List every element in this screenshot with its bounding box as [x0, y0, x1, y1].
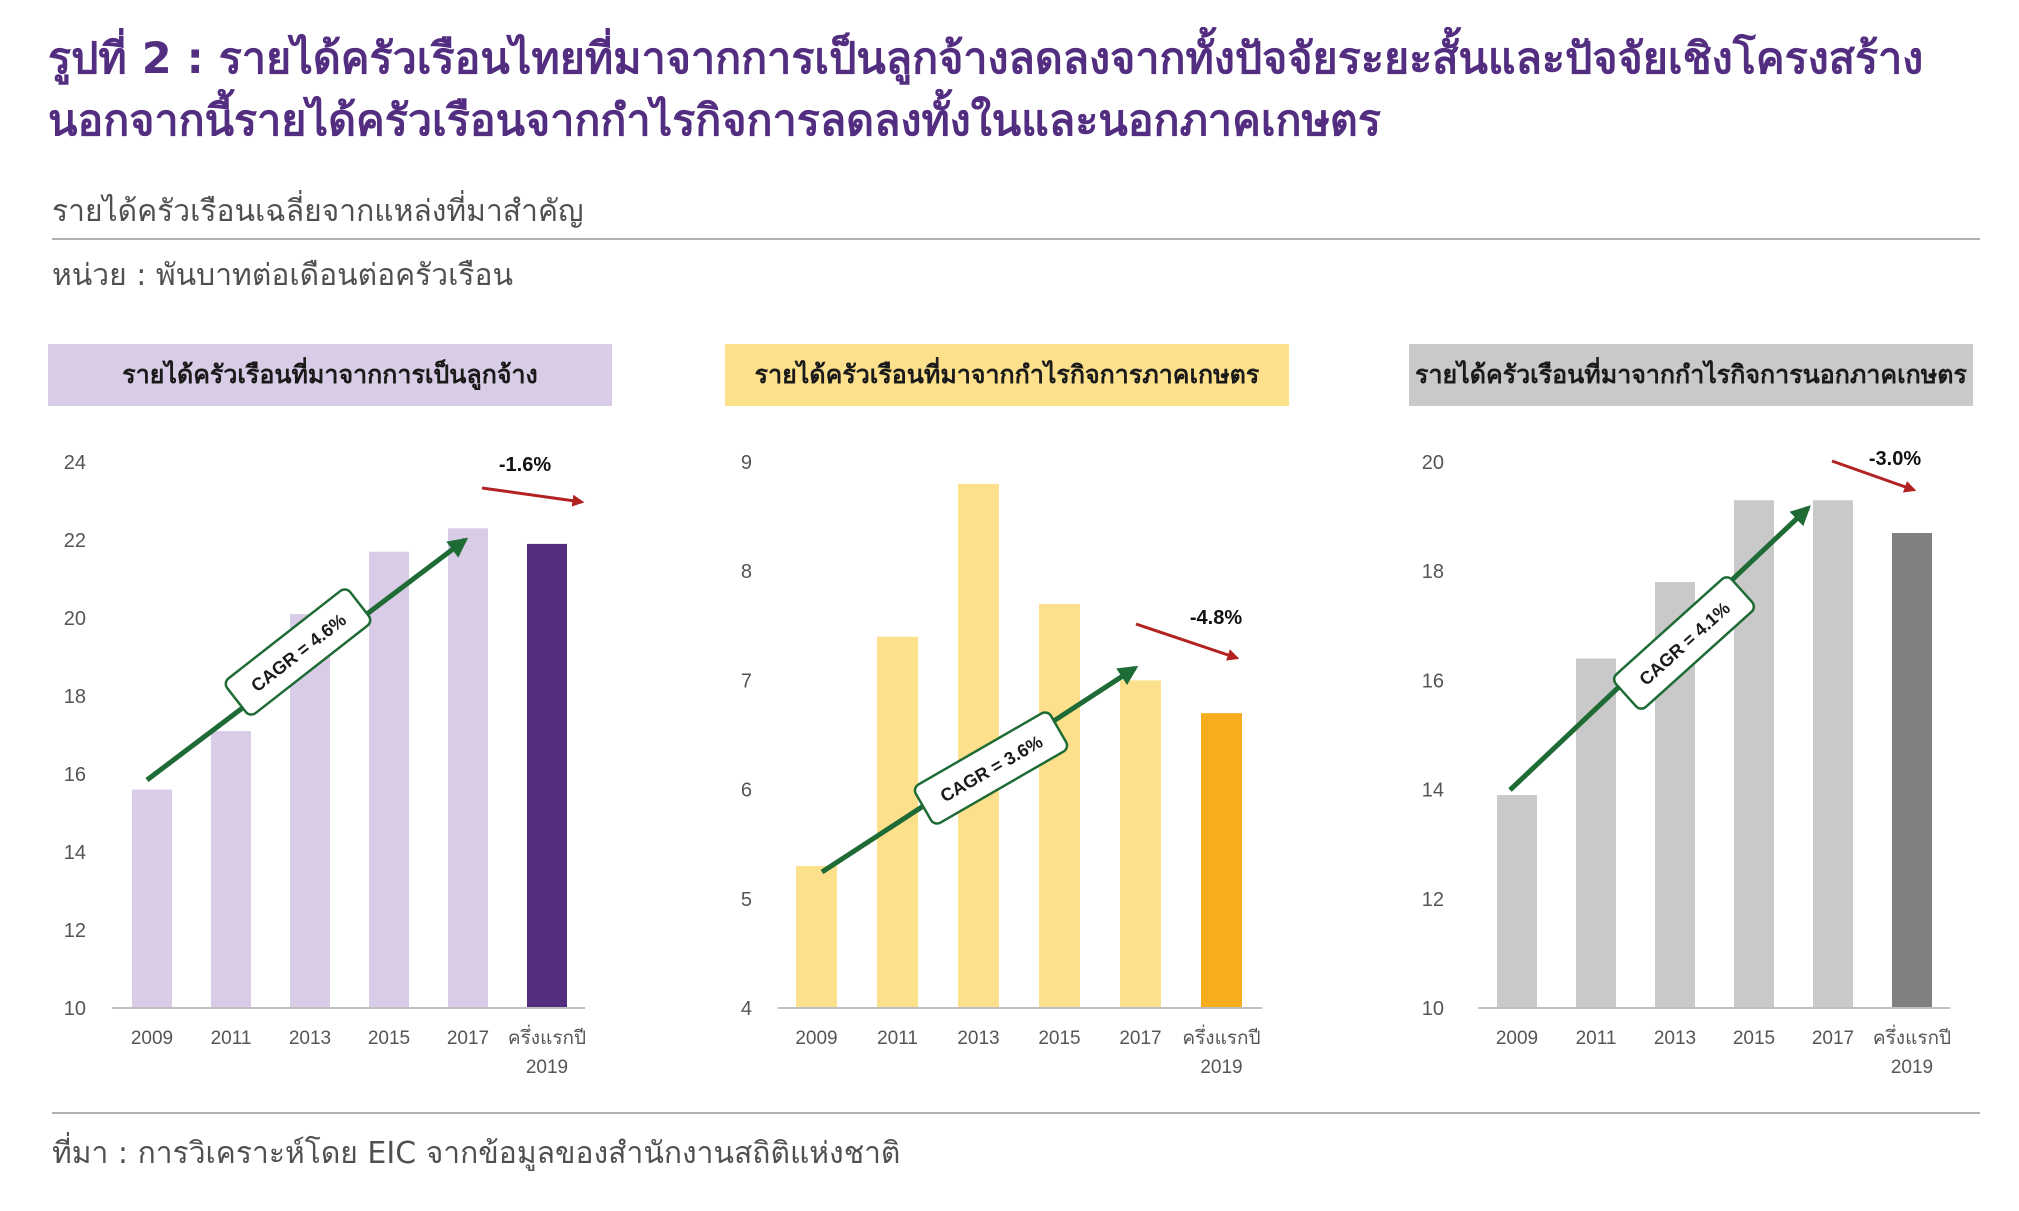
panel-header-nonagri: รายได้ครัวเรือนที่มาจากกำไรกิจการนอกภาคเ…: [1409, 344, 1973, 406]
x-tick-label: 2019: [526, 1057, 568, 1078]
x-tick-label: 2017: [1119, 1028, 1161, 1049]
bar: [211, 731, 251, 1008]
x-tick-label: 2017: [447, 1028, 489, 1049]
bar: [448, 528, 488, 1008]
y-tick-label: 4: [741, 998, 752, 1020]
y-tick-label: 20: [64, 608, 86, 630]
x-tick-label: ครึ่งแรกปี: [1182, 1024, 1260, 1049]
x-tick-label: ครึ่งแรกปี: [1873, 1024, 1951, 1049]
bar: [369, 551, 409, 1008]
bar-chart-3: 10 12 14 16 18 20 2009 2011 2013 2015 2017 ครึ่งแรก…: [1422, 448, 1951, 1078]
y-tick-label: 9: [741, 452, 752, 474]
bar: [1813, 500, 1853, 1008]
x-tick-label: 2009: [795, 1028, 837, 1049]
x-tick-label: 2011: [877, 1028, 918, 1049]
bar: [1201, 713, 1242, 1008]
y-tick-label: 14: [64, 842, 86, 864]
cagr-box-border: [913, 711, 1069, 825]
x-tick-label: 2015: [1733, 1028, 1775, 1049]
bar-chart-1: 10 12 14 16 18 20 22 24 2009 2011 2013 2015 2017 ครึ่…: [64, 452, 586, 1078]
x-tick-label: 2011: [1576, 1028, 1617, 1049]
unit-label: หน่วย : พันบาทต่อเดือนต่อครัวเรือน: [52, 258, 514, 293]
decline-arrow: [1135, 622, 1240, 661]
y-tick-label: 18: [1422, 561, 1444, 583]
y-tick-label: 10: [64, 998, 86, 1020]
change-label: -1.6%: [499, 454, 551, 476]
bar: [1497, 795, 1537, 1008]
y-tick-label: 5: [741, 889, 752, 911]
x-tick-label: 2019: [1891, 1057, 1933, 1078]
y-tick-label: 20: [1422, 452, 1444, 474]
cagr-box-border: [1612, 576, 1756, 710]
bar: [796, 866, 837, 1008]
x-tick-label: 2013: [957, 1028, 999, 1049]
decline-arrow: [1831, 459, 1917, 493]
bottom-divider: [52, 1112, 1980, 1114]
bar: [1734, 500, 1774, 1008]
bar: [1892, 532, 1932, 1008]
y-tick-label: 24: [64, 452, 86, 474]
cagr-box-border: [224, 588, 372, 716]
change-label: -4.8%: [1190, 607, 1242, 629]
bar: [132, 789, 172, 1008]
y-tick-label: 18: [64, 686, 86, 708]
x-tick-label: 2013: [289, 1028, 331, 1049]
y-tick-label: 12: [1422, 889, 1444, 911]
y-tick-label: 7: [741, 670, 752, 692]
x-tick-label: 2009: [131, 1028, 173, 1049]
x-tick-label: 2019: [1200, 1057, 1242, 1078]
page-title: รูปที่ 2 : รายได้ครัวเรือนไทยที่มาจากการ…: [48, 34, 1924, 146]
bar: [1120, 680, 1161, 1008]
y-tick-label: 16: [64, 764, 86, 786]
y-tick-label: 14: [1422, 780, 1444, 802]
panel-header-employee: รายได้ครัวเรือนที่มาจากการเป็นลูกจ้าง: [48, 344, 612, 406]
x-tick-label: 2015: [1038, 1028, 1080, 1049]
bar: [527, 543, 567, 1008]
source-note: ที่มา : การวิเคราะห์โดย EIC จากข้อมูลของ…: [52, 1136, 901, 1171]
decline-arrow: [481, 486, 585, 507]
x-tick-label: 2013: [1654, 1028, 1696, 1049]
y-tick-label: 10: [1422, 998, 1444, 1020]
bar-chart-2: 4 5 6 7 8 9 2009 2011 2013 2015 2017 ครึ่งแรกปี 2019…: [741, 452, 1262, 1078]
chart-subtitle: รายได้ครัวเรือนเฉลี่ยจากแหล่งที่มาสำคัญ: [52, 194, 584, 229]
y-tick-label: 8: [741, 561, 752, 583]
x-tick-label: ครึ่งแรกปี: [508, 1024, 586, 1049]
y-tick-label: 16: [1422, 670, 1444, 692]
x-tick-label: 2011: [211, 1028, 252, 1049]
bar: [1576, 658, 1616, 1008]
y-tick-label: 12: [64, 920, 86, 942]
change-label: -3.0%: [1869, 448, 1921, 470]
x-tick-label: 2017: [1812, 1028, 1854, 1049]
y-tick-label: 6: [741, 780, 752, 802]
bar: [1039, 603, 1080, 1008]
top-divider: [52, 238, 1980, 240]
x-tick-label: 2009: [1496, 1028, 1538, 1049]
panel-header-agri: รายได้ครัวเรือนที่มาจากกำไรกิจการภาคเกษต…: [725, 344, 1289, 406]
y-tick-label: 22: [64, 530, 86, 552]
x-tick-label: 2015: [368, 1028, 410, 1049]
